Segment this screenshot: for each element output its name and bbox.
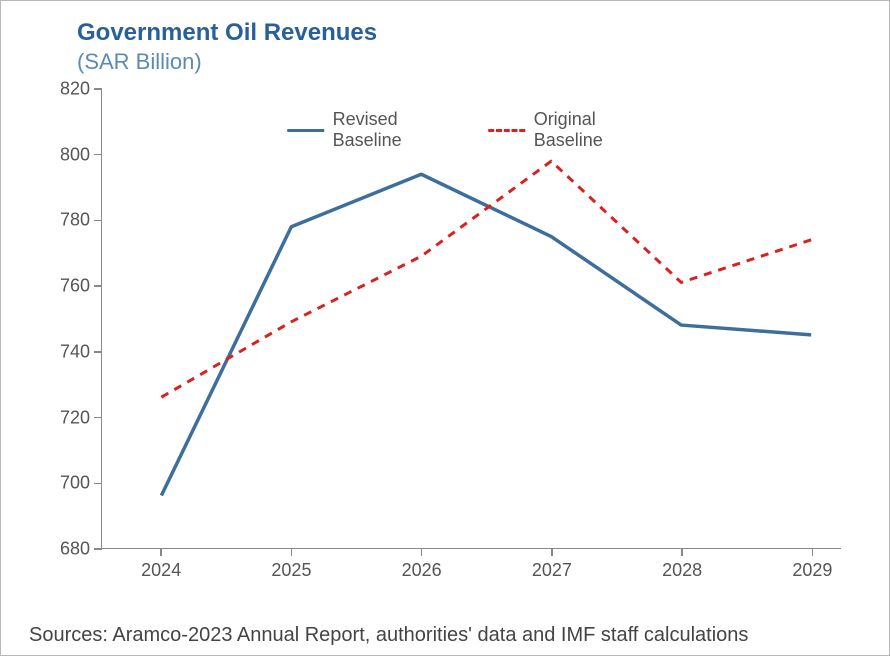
- y-axis-label: 820: [60, 79, 90, 100]
- y-axis-label: 700: [60, 473, 90, 494]
- y-axis-label: 680: [60, 539, 90, 560]
- legend-item-revised: Revised Baseline: [287, 109, 458, 151]
- chart-subtitle: (SAR Billion): [77, 49, 861, 75]
- y-tick: [94, 220, 102, 222]
- x-tick: [291, 548, 293, 556]
- y-tick: [94, 548, 102, 550]
- series-line-1: [161, 161, 811, 397]
- legend-swatch-revised: [287, 129, 325, 132]
- legend-label-revised: Revised Baseline: [333, 109, 458, 151]
- x-tick: [160, 548, 162, 556]
- legend: Revised Baseline Original Baseline: [287, 109, 657, 151]
- x-axis-label: 2029: [792, 560, 832, 581]
- series-line-0: [161, 174, 811, 495]
- chart-lines-svg: [102, 89, 841, 548]
- y-axis-label: 800: [60, 144, 90, 165]
- chart-title: Government Oil Revenues: [77, 19, 861, 47]
- x-axis-label: 2026: [402, 560, 442, 581]
- legend-item-original: Original Baseline: [488, 109, 656, 151]
- plot-area: Revised Baseline Original Baseline 68070…: [101, 89, 841, 549]
- x-tick: [421, 548, 423, 556]
- x-axis-label: 2028: [662, 560, 702, 581]
- legend-label-original: Original Baseline: [534, 109, 657, 151]
- x-axis-label: 2027: [532, 560, 572, 581]
- y-axis-label: 740: [60, 341, 90, 362]
- y-axis-label: 760: [60, 276, 90, 297]
- x-tick: [681, 548, 683, 556]
- y-axis-label: 780: [60, 210, 90, 231]
- y-tick: [94, 417, 102, 419]
- y-tick: [94, 154, 102, 156]
- plot-wrap: Revised Baseline Original Baseline 680 70…: [39, 89, 859, 579]
- y-tick: [94, 285, 102, 287]
- y-axis-label: 720: [60, 407, 90, 428]
- chart-container: Government Oil Revenues (SAR Billion) Re…: [0, 0, 890, 656]
- y-tick: [94, 483, 102, 485]
- x-axis-label: 2024: [141, 560, 181, 581]
- source-note: Sources: Aramco-2023 Annual Report, auth…: [29, 624, 748, 647]
- legend-swatch-original: [488, 129, 526, 132]
- x-axis-label: 2025: [271, 560, 311, 581]
- y-tick: [94, 88, 102, 90]
- x-tick: [812, 548, 814, 556]
- y-tick: [94, 351, 102, 353]
- x-tick: [551, 548, 553, 556]
